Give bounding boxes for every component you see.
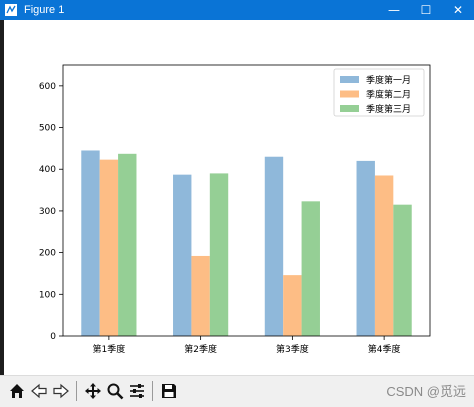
save-icon	[162, 384, 176, 398]
y-tick-label: 600	[39, 82, 56, 92]
watermark-text: CSDN @觅远	[386, 384, 466, 399]
bar-2-3	[283, 275, 302, 336]
y-tick-label: 200	[39, 249, 56, 259]
save-button[interactable]	[158, 380, 180, 402]
x-tick-label: 第1季度	[93, 343, 126, 355]
y-tick-label: 400	[39, 165, 56, 175]
y-tick-label: 500	[39, 124, 56, 134]
close-button[interactable]: ✕	[442, 0, 474, 20]
legend-swatch	[340, 90, 359, 98]
legend-entry: 季度第三月	[366, 103, 411, 115]
x-tick-label: 第2季度	[184, 343, 217, 355]
y-tick-label: 300	[39, 207, 56, 217]
bar-1-2	[173, 174, 192, 336]
y-tick-label: 100	[39, 290, 56, 300]
configure-subplots-button[interactable]	[126, 380, 148, 402]
bar-chart: 0 100 200 300 400 500 600 第1季度 第2季度 第3季度 第4季度 季度第…	[39, 64, 431, 355]
home-button[interactable]	[6, 380, 28, 402]
configure-subplots-icon	[130, 384, 144, 398]
minimize-button[interactable]: —	[378, 0, 410, 20]
forward-arrow-icon	[53, 383, 69, 399]
bar-3-3	[301, 201, 320, 336]
title-bar: Figure 1 — ☐ ✕	[0, 0, 474, 20]
toolbar-separator	[76, 381, 77, 401]
axes-frame	[62, 64, 431, 337]
back-arrow-icon	[31, 383, 47, 399]
bar-1-4	[356, 160, 375, 336]
pan-button[interactable]	[82, 380, 104, 402]
zoom-button[interactable]	[104, 380, 126, 402]
bar-3-2	[209, 173, 229, 336]
bar-3-4	[393, 204, 412, 336]
bar-2-1	[99, 159, 119, 336]
navigation-toolbar	[0, 375, 474, 407]
y-tick-label: 0	[50, 332, 56, 342]
bar-2-4	[374, 175, 394, 336]
legend-entry: 季度第一月	[366, 74, 411, 86]
figure-canvas: 0 100 200 300 400 500 600 第1季度 第2季度 第3季度 第4季度 季度第…	[0, 20, 474, 375]
bar-2-2	[191, 255, 210, 336]
close-icon: ✕	[452, 3, 464, 17]
legend-swatch	[340, 76, 359, 83]
figure-app-icon	[5, 4, 17, 16]
zoom-icon	[107, 383, 124, 400]
legend-entry: 季度第二月	[366, 89, 411, 101]
minimize-icon: —	[388, 3, 400, 17]
left-edge-strip	[0, 20, 4, 407]
bar-1-3	[264, 156, 284, 336]
forward-button[interactable]	[50, 380, 72, 402]
window-title: Figure 1	[24, 4, 65, 16]
bar-1-1	[81, 150, 100, 336]
bar-3-1	[118, 153, 137, 336]
home-icon	[10, 384, 24, 398]
x-tick-label: 第3季度	[276, 343, 309, 355]
toolbar-separator	[152, 381, 153, 401]
maximize-icon: ☐	[420, 3, 432, 17]
maximize-button[interactable]: ☐	[410, 0, 442, 20]
legend-swatch	[340, 105, 359, 112]
pan-icon	[85, 383, 101, 399]
x-tick-label: 第4季度	[368, 343, 401, 355]
back-button[interactable]	[28, 380, 50, 402]
